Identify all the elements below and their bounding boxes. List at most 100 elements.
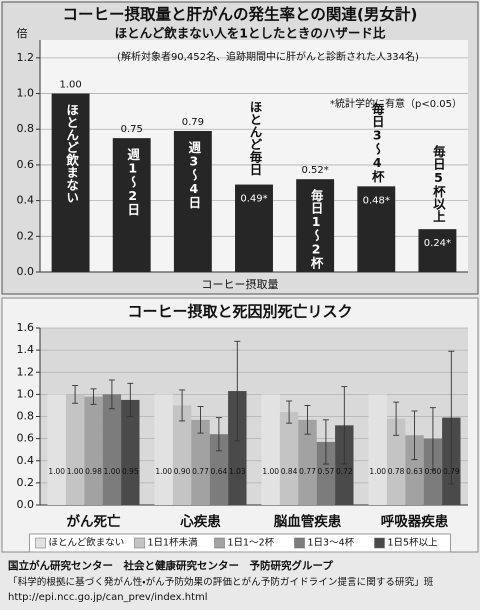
category-label: 週1〜2日	[125, 147, 140, 216]
bar	[121, 399, 140, 505]
value-label: 0.49*	[240, 194, 267, 205]
bar	[84, 396, 103, 505]
value-label: 0.78	[388, 467, 405, 476]
value-label: 1.00	[262, 467, 279, 476]
value-label: 0.77	[299, 467, 316, 476]
value-label: 1.00	[369, 467, 386, 476]
y-tick-label: 0.0	[17, 265, 35, 278]
chart-title: コーヒー摂取と死因別死亡リスク	[127, 303, 352, 321]
value-label: 0.84	[281, 467, 298, 476]
y-tick-label: 1.0	[17, 387, 35, 400]
value-label: 0.75	[121, 124, 143, 135]
bar	[386, 418, 406, 505]
value-label: 0.57	[318, 467, 335, 476]
y-tick-label: 1.4	[17, 343, 35, 356]
y-tick-label: 0.0	[17, 498, 35, 511]
bar	[405, 435, 424, 505]
value-label: 0.77	[192, 467, 209, 476]
bar	[191, 419, 210, 505]
legend-swatch	[214, 537, 225, 549]
footer-line: 「科学的根拠に基づく発がん性・がん予防効果の評価とがん予防ガイドライン提言に関す…	[8, 576, 434, 588]
value-label: 1.00	[48, 467, 65, 476]
legend-label: 1日3〜4杯	[308, 537, 355, 549]
bar	[423, 438, 443, 505]
bar	[357, 186, 396, 272]
y-tick-label: 0.6	[17, 158, 35, 171]
legend-label: 1日1〜2杯	[228, 537, 275, 549]
legend-swatch	[134, 537, 145, 549]
value-label: 1.03	[229, 467, 246, 476]
value-label: 1.00	[104, 467, 121, 476]
bar	[154, 394, 173, 505]
bar	[51, 93, 90, 273]
bar	[335, 425, 354, 505]
legend-swatch	[35, 537, 46, 549]
value-label: 0.64	[211, 467, 228, 476]
bar	[47, 394, 66, 505]
footer-line: http://epi.ncc.go.jp/can_prev/index.html	[8, 592, 208, 603]
y-tick-label: 0.2	[17, 476, 35, 489]
bar	[173, 131, 212, 272]
value-label: 1.00	[59, 80, 81, 91]
chart-title: コーヒー摂取量と肝がんの発生率との関連(男女計)	[62, 5, 417, 24]
bar	[228, 391, 247, 505]
bar	[235, 184, 273, 272]
category-label: 毎日3〜4杯	[370, 101, 385, 183]
y-tick-label: 0.4	[17, 454, 35, 467]
y-tick-label: 0.2	[17, 229, 35, 242]
value-label: 0.95	[122, 467, 139, 476]
footer-line: 国立がん研究センター 社会と健康研究センター 予防研究グループ	[8, 559, 333, 572]
value-label: 0.48*	[363, 195, 390, 206]
bar	[316, 441, 336, 505]
y-tick-label: 0.8	[17, 122, 35, 135]
category-label: 毎日1〜2杯	[309, 188, 324, 270]
y-tick-label: 1.2	[17, 51, 35, 64]
value-label: 0.98	[85, 467, 102, 476]
value-label: 0.52*	[302, 165, 329, 176]
bar	[296, 179, 335, 272]
value-label: 1.00	[67, 467, 84, 476]
value-label: 0.63	[406, 467, 423, 476]
legend-label: 1日1杯未満	[148, 537, 199, 549]
y-tick-label: 0.6	[17, 432, 35, 445]
y-tick-label: 1.0	[17, 87, 35, 100]
x-tick-label: 呼吸器疾患	[381, 513, 449, 530]
bar	[368, 394, 387, 505]
legend-label: 1日5杯以上	[388, 537, 439, 549]
bar	[102, 394, 122, 505]
value-label: 0.72	[336, 467, 353, 476]
y-tick-label: 1.2	[17, 365, 35, 378]
value-label: 0.90	[174, 467, 191, 476]
legend-swatch	[294, 537, 305, 549]
category-label: 週3〜4日	[186, 140, 201, 209]
x-axis-label: コーヒー摂取量	[202, 277, 279, 291]
value-label: 0.79	[182, 117, 204, 128]
bar	[209, 434, 229, 505]
y-tick-label: 0.4	[17, 194, 35, 207]
legend-swatch	[374, 537, 385, 549]
bar	[298, 419, 317, 505]
note: (解析対象者90,452名、追跡期間中に肝がんと診断された人334名)	[117, 50, 419, 63]
category-label: ほとんど飲まない	[64, 104, 79, 204]
y-tick-label: 0.8	[17, 410, 35, 423]
x-tick-label: 脳血管疾患	[274, 513, 342, 530]
chart-subtitle: ほとんど飲まない人を1としたときのハザード比	[115, 26, 386, 41]
value-label: 0.24*	[424, 238, 451, 249]
bar	[65, 394, 85, 505]
value-label: 1.00	[155, 467, 172, 476]
x-tick-label: がん死亡	[67, 513, 121, 530]
y-axis-label: 倍	[17, 27, 28, 40]
legend-label: ほとんど飲まない	[49, 537, 125, 549]
value-label: 0.60	[425, 467, 442, 476]
y-tick-label: 1.6	[17, 321, 35, 334]
bar	[172, 405, 192, 505]
bar	[418, 229, 457, 272]
category-label: ほとんど毎日	[248, 101, 263, 177]
category-label: 毎日5杯以上	[431, 144, 446, 223]
bar	[112, 138, 151, 272]
x-tick-label: 心疾患	[179, 513, 221, 530]
bar	[261, 394, 280, 505]
annotation: *統計学的に有意（p<0.05）	[330, 97, 462, 110]
